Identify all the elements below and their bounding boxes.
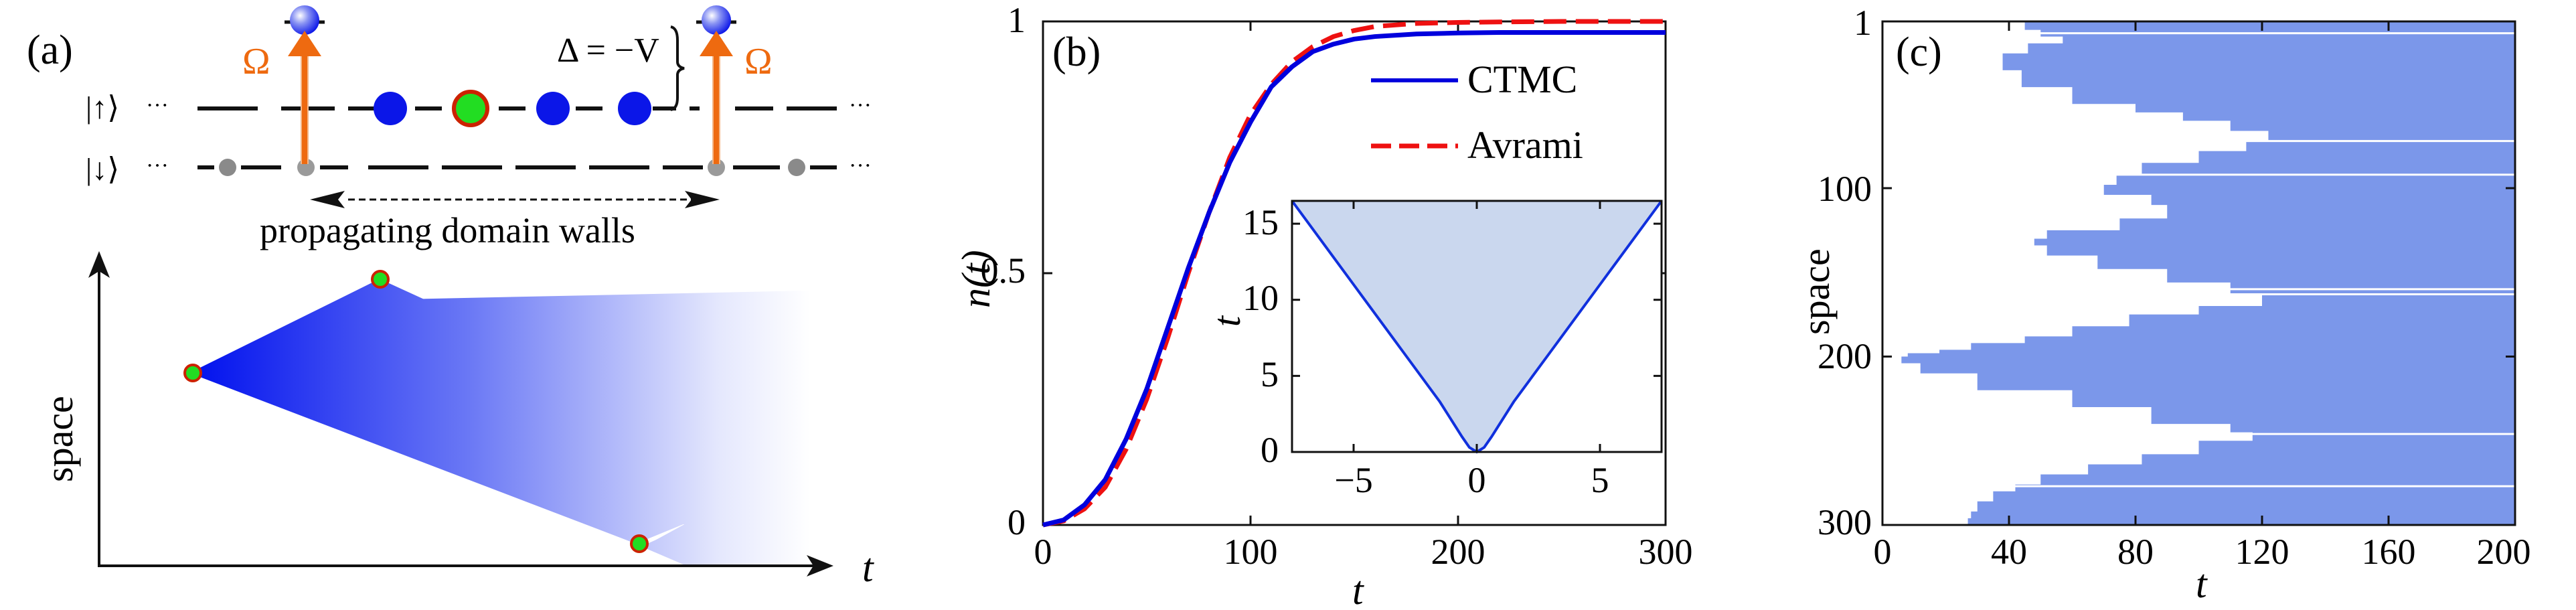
ground-atom-right [788,159,805,176]
c-ytick-200: 200 [1818,336,1872,376]
inset-ytick-5: 5 [1261,354,1279,394]
c-ytick-100: 100 [1818,169,1872,209]
inset-xtick-neg5: −5 [1334,460,1372,500]
state-up-label: |↑⟩ [86,90,119,125]
b-xtick-200: 200 [1431,532,1485,572]
state-down-label: |↓⟩ [86,152,119,186]
omega-label-left: Ω [242,41,270,82]
space-axis-label: space [37,396,81,482]
ellipsis-up-left: ··· [146,93,169,118]
panel-b-lines [1042,19,1666,528]
c-xtick-200: 200 [2477,532,2531,572]
ellipsis-down-left: ··· [146,153,169,178]
c-ytick-1: 1 [1854,3,1872,43]
domain-walls-caption: propagating domain walls [260,210,635,250]
panel-b-label: (b) [1052,29,1101,75]
domain-region [1901,21,2515,525]
inset-frame [1291,200,1663,453]
growth-wedge-fill [189,279,810,566]
b-ytick-1: 1 [1008,0,1026,40]
excited-atom-left [290,5,319,35]
nucleation-point-2 [183,364,202,382]
inset-ytick-0: 0 [1261,430,1279,470]
b-xtick-300: 300 [1639,532,1693,572]
inset-ylabel: t [1205,315,1249,327]
seed-atom [452,90,489,127]
detuning-brace [670,25,685,111]
c-ylabel: space [1794,248,1838,335]
inset-xtick-0: 0 [1468,460,1486,500]
b-xtick-0: 0 [1034,532,1052,572]
panel-c: (c) 1 100 200 300 0 40 80 120 160 200 t … [1794,3,2531,606]
detuning-label: Δ = −V [557,31,659,70]
b-ylabel: n(t) [954,250,998,308]
panel-b: (b) 0 0.5 1 0 100 200 300 t n(t) CTMC Av… [954,0,1693,610]
time-axis-label: t [862,546,874,590]
panel-c-label: (c) [1896,29,1942,75]
c-xtick-80: 80 [2117,532,2154,572]
b-ytick-0.5: 0.5 [981,250,1026,291]
series-line-avrami [1042,19,1666,528]
nucleation-point-1 [371,270,390,289]
ground-atom-left [219,159,236,176]
c-xtick-120: 120 [2235,532,2289,572]
legend-label-avrami: Avrami [1467,123,1583,167]
ground-atom-excited-right [708,159,725,176]
nucleation-point-3 [630,534,649,553]
c-ytick-300: 300 [1818,502,1872,542]
c-xtick-160: 160 [2362,532,2416,572]
ellipsis-up-right: ··· [849,93,872,118]
c-xlabel: t [2196,562,2208,606]
domain-walls-arrow [310,191,720,208]
b-xtick-100: 100 [1224,532,1278,572]
c-xtick-0: 0 [1874,532,1892,572]
inset-ytick-10: 10 [1242,278,1279,318]
panel-c-domains [1882,21,2515,525]
inset-area [1292,201,1662,452]
panel-a-label: (a) [27,27,73,73]
rydberg-atom-3 [618,92,651,125]
rydberg-atom-1 [374,92,407,125]
laser-arrow-left [288,31,321,164]
b-xlabel: t [1352,568,1364,610]
ellipsis-down-right: ··· [849,153,872,178]
c-xtick-40: 40 [1991,532,2027,572]
b-ytick-0: 0 [1008,502,1026,542]
excited-atom-right [702,5,731,35]
legend-label-ctmc: CTMC [1467,58,1577,101]
laser-arrow-right [700,31,733,164]
inset-ytick-15: 15 [1242,202,1279,242]
inset-xtick-5: 5 [1591,460,1609,500]
panel-a: (a) |↑⟩ |↓⟩ ··· ··· ··· ··· [27,5,874,590]
panel-c-ticks [1881,20,2516,526]
rydberg-atom-2 [536,92,570,125]
series-line-ctmc [1042,30,1666,528]
omega-label-right: Ω [744,41,773,82]
panel-c-frame [1881,20,2516,526]
